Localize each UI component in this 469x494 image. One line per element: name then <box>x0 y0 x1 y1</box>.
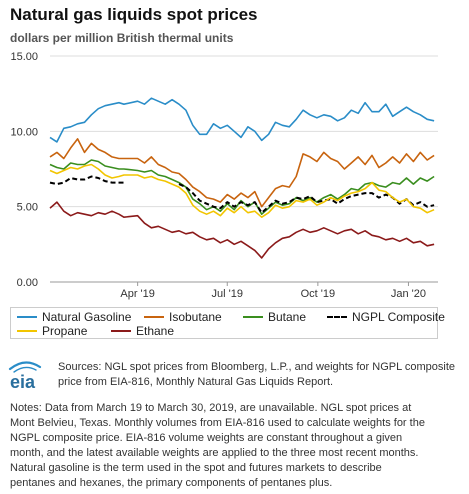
series-line-natural-gasoline <box>49 97 435 143</box>
legend-swatch <box>144 316 164 318</box>
legend-label: NGPL Composite <box>352 310 445 324</box>
x-tick-label: Jul '19 <box>212 288 243 300</box>
legend-label: Natural Gasoline <box>42 310 132 324</box>
legend-label: Propane <box>42 324 88 338</box>
notes-line: pentanes and hexanes, the primary compon… <box>10 477 333 489</box>
notes-line: NGPL composite price. EIA-816 volume wei… <box>10 432 403 444</box>
notes-line: Notes: Data from March 19 to March 30, 2… <box>10 402 412 414</box>
page-title: Natural gas liquids spot prices <box>10 5 258 24</box>
notes-text: Notes: Data from March 19 to March 30, 2… <box>10 401 458 491</box>
legend-item: Ethane <box>111 324 174 338</box>
y-tick-label: 5.00 <box>17 202 38 214</box>
y-axis-tick-labels: 0.00 5.00 10.00 15.00 <box>10 51 38 289</box>
series-line-ngpl-composite <box>49 175 124 186</box>
x-tick-label: Apr '19 <box>120 288 155 300</box>
x-tick-label: Jan '20 <box>391 288 426 300</box>
notes-line: month, and the latest available weights … <box>10 447 419 459</box>
legend-swatch <box>17 316 37 318</box>
legend-swatch <box>111 330 131 332</box>
legend-label: Isobutane <box>169 310 222 324</box>
y-tick-label: 0.00 <box>17 277 38 289</box>
x-tick-label: Oct '19 <box>301 288 336 300</box>
series-line-propane <box>49 163 435 218</box>
legend-label: Butane <box>268 310 307 324</box>
notes-line: Natural gasoline is the term used in the… <box>10 462 382 474</box>
series-line-isobutane <box>49 138 435 208</box>
notes-line: Mont Belvieu, Texas. Monthly volumes fro… <box>10 417 425 429</box>
series-line-ethane <box>49 201 435 259</box>
gridlines <box>50 55 438 283</box>
y-tick-label: 10.00 <box>10 126 38 138</box>
chart-legend: Natural Gasoline Isobutane Butane NGPL Comp… <box>10 307 445 339</box>
logo-text: eia <box>10 372 36 392</box>
sources-text: Sources: NGL spot prices from Bloomberg,… <box>58 361 455 388</box>
chart-subtitle: dollars per million British thermal unit… <box>10 31 234 45</box>
legend-swatch <box>243 316 263 318</box>
legend-item: Butane <box>243 310 306 324</box>
legend-item: Isobutane <box>144 310 222 324</box>
series-lines <box>49 97 435 259</box>
y-tick-label: 15.00 <box>10 51 38 63</box>
legend-item: Propane <box>17 324 87 338</box>
eia-logo-icon: eia <box>8 361 42 392</box>
line-chart: 0.00 5.00 10.00 15.00 Apr '19 Jul '19 Oct '19… <box>10 51 438 300</box>
legend-swatch <box>17 330 37 332</box>
x-axis-tick-labels: Apr '19 Jul '19 Oct '19 Jan '20 <box>120 282 426 300</box>
legend-label: Ethane <box>136 324 175 338</box>
legend-item: NGPL Composite <box>327 310 445 324</box>
legend-swatch <box>327 316 347 318</box>
legend-item: Natural Gasoline <box>17 310 131 324</box>
